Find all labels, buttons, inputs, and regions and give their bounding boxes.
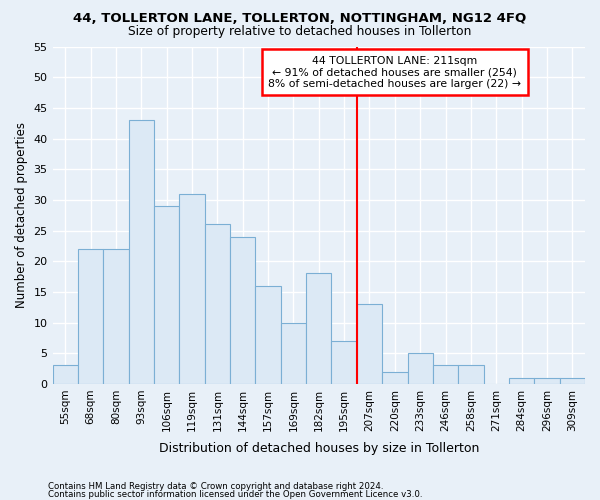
Bar xyxy=(560,378,585,384)
Text: Size of property relative to detached houses in Tollerton: Size of property relative to detached ho… xyxy=(128,25,472,38)
Bar xyxy=(534,378,560,384)
Bar xyxy=(433,366,458,384)
Bar xyxy=(357,304,382,384)
Bar xyxy=(230,236,256,384)
Bar xyxy=(205,224,230,384)
X-axis label: Distribution of detached houses by size in Tollerton: Distribution of detached houses by size … xyxy=(158,442,479,455)
Bar xyxy=(154,206,179,384)
Bar xyxy=(78,249,103,384)
Bar xyxy=(53,366,78,384)
Text: 44, TOLLERTON LANE, TOLLERTON, NOTTINGHAM, NG12 4FQ: 44, TOLLERTON LANE, TOLLERTON, NOTTINGHA… xyxy=(73,12,527,26)
Bar xyxy=(331,341,357,384)
Bar xyxy=(128,120,154,384)
Y-axis label: Number of detached properties: Number of detached properties xyxy=(15,122,28,308)
Bar xyxy=(458,366,484,384)
Bar xyxy=(256,286,281,384)
Bar xyxy=(103,249,128,384)
Text: Contains public sector information licensed under the Open Government Licence v3: Contains public sector information licen… xyxy=(48,490,422,499)
Bar xyxy=(281,322,306,384)
Bar xyxy=(509,378,534,384)
Bar xyxy=(179,194,205,384)
Bar xyxy=(407,353,433,384)
Text: 44 TOLLERTON LANE: 211sqm
← 91% of detached houses are smaller (254)
8% of semi-: 44 TOLLERTON LANE: 211sqm ← 91% of detac… xyxy=(268,56,521,89)
Text: Contains HM Land Registry data © Crown copyright and database right 2024.: Contains HM Land Registry data © Crown c… xyxy=(48,482,383,491)
Bar xyxy=(306,274,331,384)
Bar xyxy=(382,372,407,384)
